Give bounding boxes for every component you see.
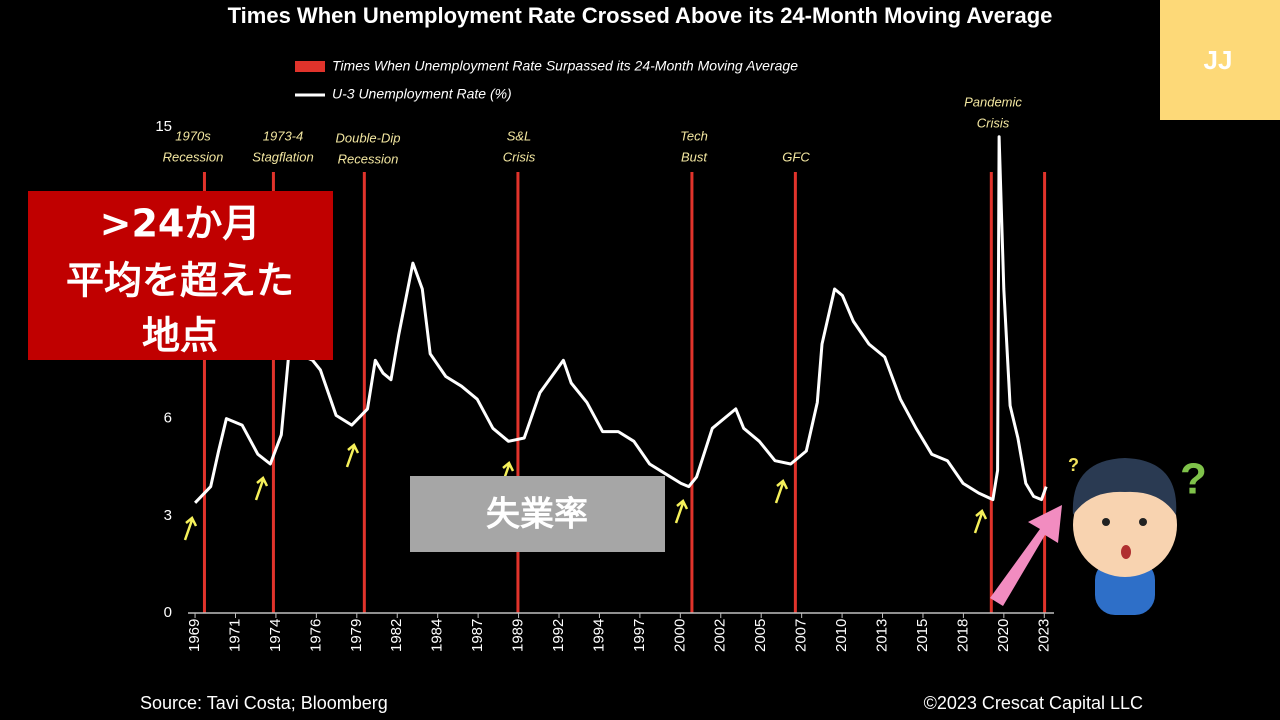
annotation: Double-Dip <box>335 130 400 145</box>
x-tick-label: 1989 <box>510 619 527 652</box>
callout-box <box>28 191 333 360</box>
annotation: Recession <box>338 151 399 166</box>
x-tick-label: 1979 <box>348 619 365 652</box>
mouth <box>1121 545 1131 559</box>
x-tick-label: 2013 <box>873 619 890 652</box>
boy-illustration <box>1072 458 1177 615</box>
x-tick-label: 1982 <box>388 619 405 652</box>
annotation: GFC <box>782 149 810 164</box>
pink-arrow <box>990 505 1062 606</box>
badge-text: JJ <box>1204 45 1233 75</box>
annotation: Recession <box>163 149 224 164</box>
annotation: Pandemic <box>964 94 1022 109</box>
eye <box>1139 518 1147 526</box>
legend-label: Times When Unemployment Rate Surpassed i… <box>332 58 798 74</box>
unemployment-line <box>194 135 1048 504</box>
callout-text: >24か月 <box>100 202 261 246</box>
x-tick-label: 2005 <box>752 619 769 652</box>
legend-swatch <box>295 61 325 72</box>
hint-arrow <box>973 509 988 534</box>
x-tick-label: 2023 <box>1035 619 1052 652</box>
source: Source: Tavi Costa; Bloomberg <box>140 693 388 713</box>
question-mark: ? <box>1068 455 1079 475</box>
x-tick-label: 2000 <box>671 619 688 652</box>
x-tick-label: 2002 <box>712 619 729 652</box>
x-tick-label: 1992 <box>550 619 567 652</box>
badge <box>1160 0 1280 120</box>
hair <box>1072 458 1177 515</box>
hint-arrow <box>674 499 689 524</box>
x-tick-label: 1976 <box>307 619 324 652</box>
chart-title: Times When Unemployment Rate Crossed Abo… <box>228 3 1053 28</box>
annotation: S&L <box>507 128 532 143</box>
x-tick-label: 1969 <box>186 619 203 652</box>
annotation: Crisis <box>503 149 536 164</box>
x-tick-label: 1997 <box>631 619 648 652</box>
x-tick-label: 1971 <box>226 619 243 652</box>
label-text: 失業率 <box>486 495 588 535</box>
copyright: ©2023 Crescat Capital LLC <box>924 693 1143 713</box>
annotation: Tech <box>680 128 708 143</box>
y-tick-label: 0 <box>164 604 172 621</box>
callout-text: 平均を超えた <box>66 259 294 303</box>
legend-label: U-3 Unemployment Rate (%) <box>332 86 512 102</box>
question-mark: ? <box>1180 455 1207 504</box>
x-tick-label: 1984 <box>429 619 446 652</box>
y-tick-label: 6 <box>164 410 172 427</box>
annotation: Stagflation <box>252 149 313 164</box>
hint-arrow <box>183 516 198 541</box>
callout-text: 地点 <box>142 314 218 358</box>
y-tick-label: 3 <box>164 507 172 524</box>
hint-arrow <box>345 443 360 468</box>
x-tick-label: 1994 <box>590 619 607 652</box>
x-tick-label: 2010 <box>833 619 850 652</box>
annotation: Crisis <box>977 115 1010 130</box>
hint-arrow <box>774 479 789 504</box>
annotation: 1973-4 <box>263 128 303 143</box>
x-tick-label: 2007 <box>793 619 810 652</box>
hint-arrow <box>254 476 269 501</box>
annotation: 1970s <box>175 128 211 143</box>
x-tick-label: 1987 <box>469 619 486 652</box>
y-tick-label: 15 <box>155 118 172 135</box>
eye <box>1102 518 1110 526</box>
face <box>1073 473 1177 577</box>
x-tick-label: 1974 <box>267 619 284 652</box>
x-tick-label: 2020 <box>995 619 1012 652</box>
label-box <box>410 476 665 552</box>
x-tick-label: 2015 <box>914 619 931 652</box>
x-tick-label: 2018 <box>954 619 971 652</box>
annotation: Bust <box>681 149 708 164</box>
